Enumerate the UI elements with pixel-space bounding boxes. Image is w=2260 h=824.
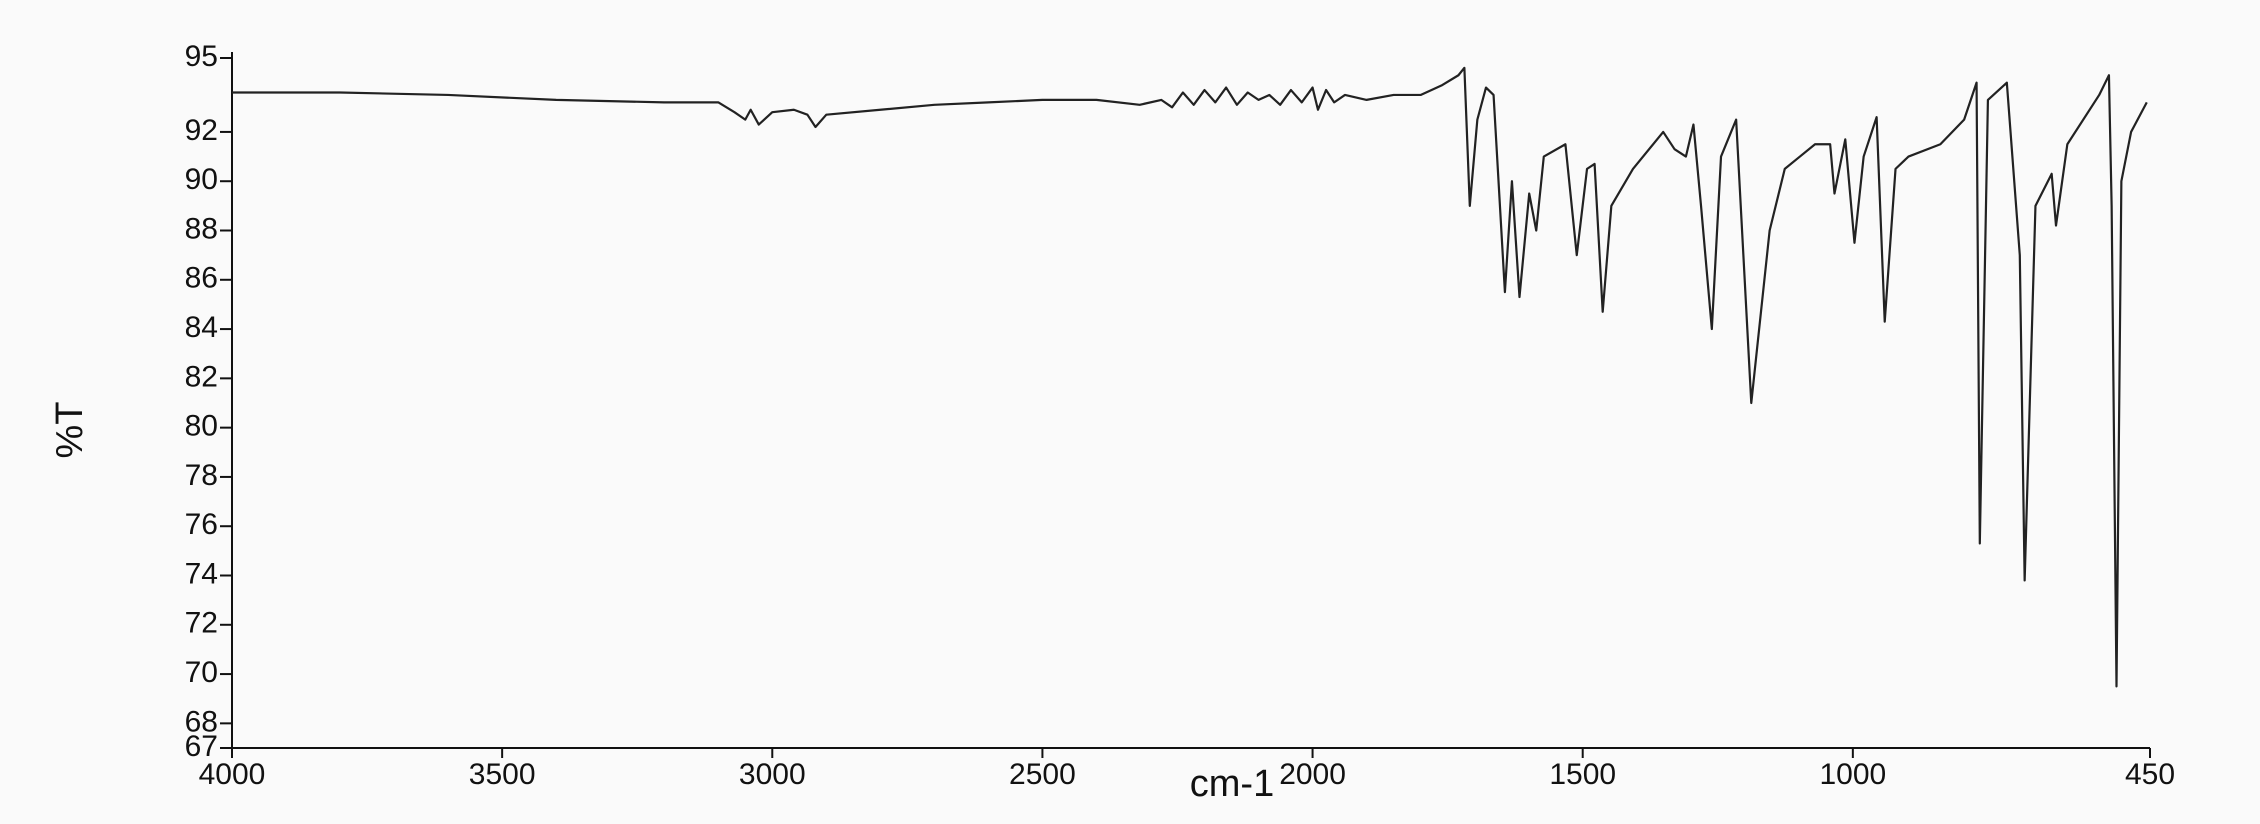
x-tick-label: 3500 <box>469 758 536 791</box>
y-tick-label: 88 <box>185 212 218 245</box>
y-tick-label: 68 <box>185 705 218 738</box>
x-tick-label: 1000 <box>1819 758 1886 791</box>
y-tick-label: 84 <box>185 311 218 344</box>
y-tick-label: 86 <box>185 262 218 295</box>
y-tick-label: 80 <box>185 410 218 443</box>
y-tick-label: 92 <box>185 114 218 147</box>
y-tick-label: 70 <box>185 656 218 689</box>
y-tick-label: 82 <box>185 360 218 393</box>
y-tick-label: 76 <box>185 508 218 541</box>
x-tick-label: 4000 <box>199 758 266 791</box>
x-tick-label: 2000 <box>1279 758 1346 791</box>
y-tick-label: 74 <box>185 557 218 590</box>
y-tick-label: 67 <box>185 730 218 763</box>
y-tick-label: 72 <box>185 607 218 640</box>
x-axis-title: cm-1 <box>1190 763 1274 805</box>
y-axis-title: %T <box>49 402 91 459</box>
x-tick-label: 3000 <box>739 758 806 791</box>
x-tick-label: 1500 <box>1549 758 1616 791</box>
y-tick-label: 90 <box>185 163 218 196</box>
y-tick-label: 78 <box>185 459 218 492</box>
y-tick-label: 95 <box>185 40 218 73</box>
spectrum-line <box>232 66 2148 688</box>
x-tick-label: 2500 <box>1009 758 1076 791</box>
x-tick-label: 450 <box>2125 758 2175 791</box>
